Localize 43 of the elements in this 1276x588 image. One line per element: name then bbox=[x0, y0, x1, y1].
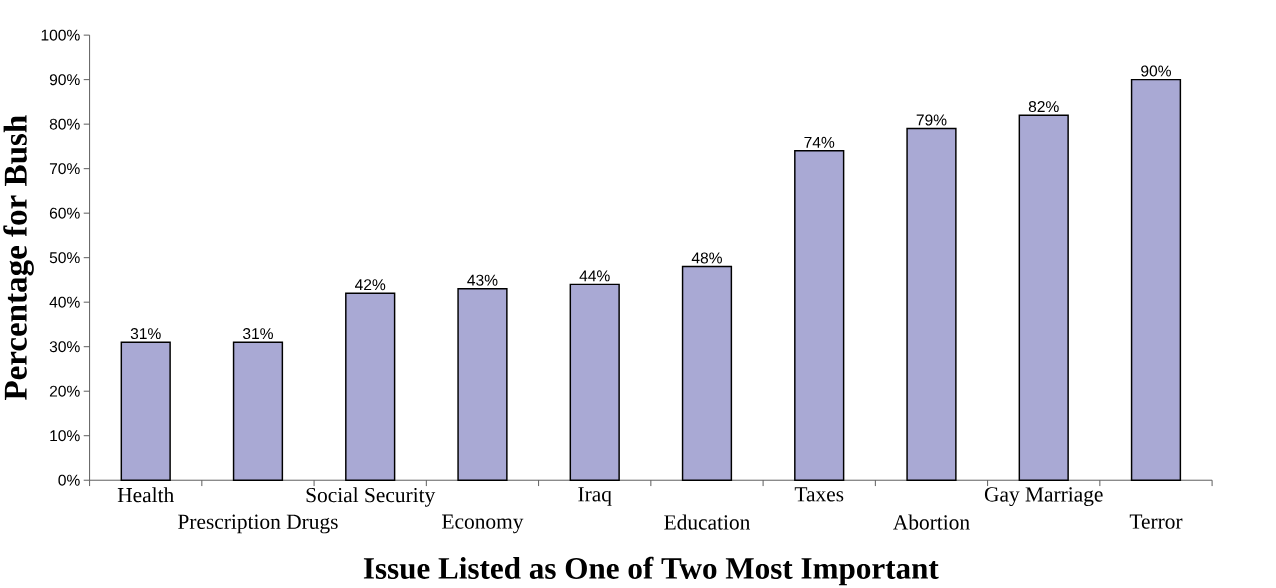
bar bbox=[1018, 114, 1069, 481]
y-tick-label: 50% bbox=[49, 251, 80, 263]
data-label: 74% bbox=[804, 136, 835, 148]
y-tick-label: 100% bbox=[41, 29, 80, 41]
bar bbox=[681, 265, 733, 481]
bar bbox=[569, 283, 620, 481]
x-tick-label: Abortion bbox=[893, 514, 970, 530]
bar bbox=[794, 149, 845, 481]
data-label: 79% bbox=[916, 114, 947, 126]
bar bbox=[232, 341, 284, 481]
bar bbox=[120, 341, 171, 481]
data-label: 90% bbox=[1141, 65, 1171, 77]
x-tick-label: Education bbox=[664, 514, 751, 530]
y-tick-label: 10% bbox=[50, 429, 80, 441]
x-tick-label: Health bbox=[117, 487, 174, 503]
y-tick-label: 70% bbox=[49, 162, 80, 174]
x-tick-label: Iraq bbox=[578, 487, 612, 506]
data-label: 31% bbox=[130, 327, 161, 339]
y-tick-label: 40% bbox=[49, 296, 80, 308]
y-tick-label: 30% bbox=[49, 340, 80, 352]
y-tick-label: 0% bbox=[58, 474, 80, 486]
y-tick-label: 60% bbox=[49, 207, 80, 219]
data-label: 44% bbox=[579, 270, 610, 282]
x-tick-label: Gay Marriage bbox=[984, 487, 1103, 506]
x-tick-label: Social Security bbox=[306, 487, 436, 507]
bar bbox=[1130, 78, 1182, 481]
data-label: 82% bbox=[1028, 100, 1059, 112]
x-tick-label: Taxes bbox=[794, 487, 844, 502]
y-tick-label: 80% bbox=[49, 118, 80, 130]
bar bbox=[906, 127, 957, 481]
data-label: 42% bbox=[355, 278, 386, 290]
data-label: 31% bbox=[242, 327, 273, 339]
data-label: 43% bbox=[467, 274, 498, 286]
x-axis-title: Issue Listed as One of Two Most Important bbox=[363, 556, 939, 585]
y-tick-label: 20% bbox=[49, 385, 80, 397]
y-tick-label: 90% bbox=[49, 73, 80, 85]
x-tick-label: Economy bbox=[442, 514, 524, 533]
bar bbox=[345, 292, 396, 481]
data-label: 48% bbox=[691, 252, 722, 264]
y-axis-title: Percentage for Bush bbox=[3, 115, 34, 400]
x-tick-label: Terror bbox=[1129, 514, 1183, 529]
x-tick-label: Prescription Drugs bbox=[178, 514, 338, 534]
bar bbox=[457, 287, 508, 481]
